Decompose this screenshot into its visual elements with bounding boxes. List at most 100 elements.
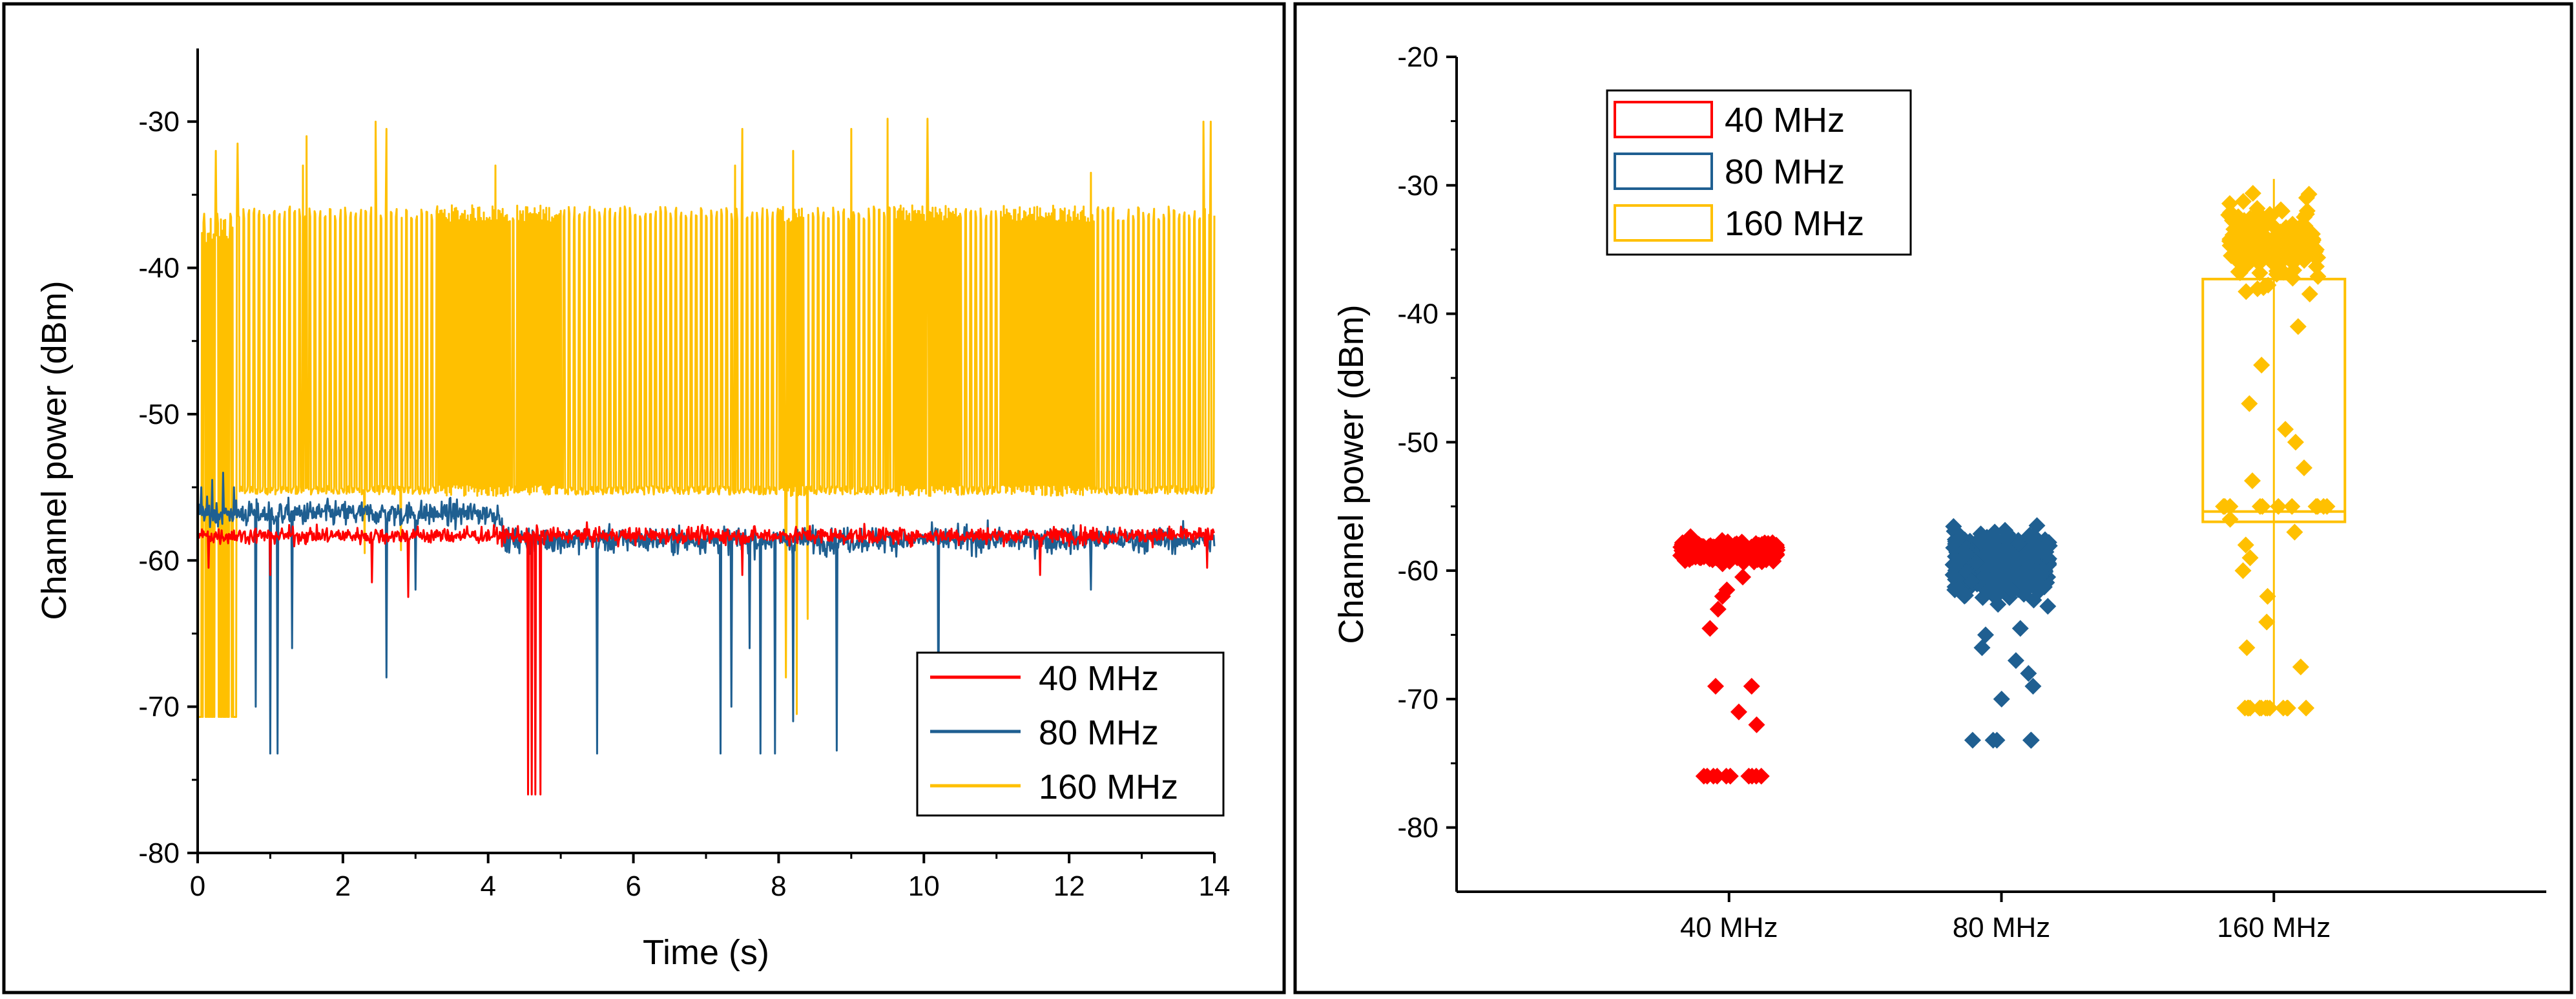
left-x-tick-label: 2: [335, 870, 351, 902]
scatter-point: [2230, 208, 2247, 226]
left-plot-area: [196, 118, 1216, 795]
scatter-point: [2286, 523, 2303, 541]
scatter-point: [2251, 699, 2269, 717]
scatter-point: [2318, 498, 2336, 515]
right-legend-swatch-160: [1614, 204, 1713, 242]
scatter-point: [2039, 598, 2057, 615]
right-y-tick-label: -60: [1397, 555, 1439, 587]
right-panel: -80 -70 -60 -50 -40 -30 -20 40 MHz 80 MHz 160 MH…: [1332, 41, 2546, 943]
scatter-point: [2259, 210, 2277, 227]
scatter-point: [1993, 690, 2010, 708]
scatter-point: [1692, 542, 1710, 559]
scatter-point: [2221, 498, 2239, 515]
scatter-point: [2287, 252, 2304, 269]
scatter-point: [2270, 498, 2287, 515]
scatter-point: [2011, 620, 2029, 637]
scatter-point: [1701, 620, 1719, 637]
scatter-point: [1718, 581, 1736, 598]
series-40mhz-line: [197, 521, 1216, 795]
scatter-point: [1704, 551, 1721, 569]
scatter-point: [1734, 569, 1752, 586]
scatter-point: [1707, 677, 1724, 695]
left-x-ticks: 0 2 4 6 8 10 12 14: [190, 853, 1230, 902]
left-y-axis-title: Channel power (dBm): [35, 280, 74, 620]
left-legend-label-80: 80 MHz: [1039, 713, 1159, 752]
box-group-2: [2201, 178, 2347, 717]
right-x-tick-label: 40 MHz: [1680, 912, 1778, 943]
left-x-tick-label: 4: [480, 870, 495, 902]
scatter-point: [2298, 699, 2315, 717]
left-x-tick-label: 10: [908, 870, 940, 902]
right-y-tick-label: -40: [1397, 299, 1439, 330]
right-legend-label-40: 40 MHz: [1725, 101, 1845, 140]
right-legend: 40 MHz 80 MHz 160 MHz: [1606, 89, 1912, 256]
scatter-point: [1968, 554, 1985, 571]
box-group-0: [1672, 528, 1786, 785]
scatter-point: [1766, 540, 1783, 557]
scatter-point: [2253, 357, 2270, 374]
scatter-point: [2022, 731, 2040, 749]
scatter-point: [2244, 472, 2261, 489]
right-legend-swatch-40: [1614, 101, 1713, 138]
scatter-point: [1743, 677, 1760, 695]
scatter-point: [2021, 527, 2039, 544]
scatter-point: [2274, 699, 2292, 717]
scatter-point: [2241, 395, 2258, 412]
scatter-point: [2244, 185, 2261, 202]
series-80mhz-line: [196, 472, 1216, 755]
scatter-point: [1990, 579, 2008, 596]
right-y-tick-label: -50: [1397, 426, 1439, 458]
scatter-point: [2031, 568, 2048, 585]
scatter-point: [1765, 552, 1782, 570]
scatter-point: [2230, 263, 2247, 280]
scatter-point: [1755, 540, 1772, 558]
left-y-tick-label: -30: [138, 106, 180, 138]
scatter-point: [1963, 573, 1980, 590]
left-y-tick-label: -80: [138, 837, 180, 869]
scatter-point: [2254, 498, 2271, 515]
scatter-point: [2257, 229, 2274, 247]
scatter-point: [2234, 193, 2252, 210]
scatter-point: [2221, 510, 2239, 528]
scatter-point: [1698, 768, 1716, 785]
scatter-point: [1709, 600, 1727, 618]
right-y-tick-label: -30: [1397, 170, 1439, 202]
right-panel-frame: [1293, 2, 2573, 994]
scatter-point: [2270, 249, 2288, 267]
scatter-point: [2292, 658, 2309, 676]
left-x-tick-label: 6: [625, 870, 641, 902]
right-y-tick-label: -70: [1397, 684, 1439, 715]
scatter-point: [2241, 549, 2259, 567]
scatter-point: [1964, 731, 1981, 749]
left-legend-box: [916, 651, 1225, 817]
scatter-point: [1973, 639, 1991, 657]
right-legend-swatch-80: [1614, 152, 1713, 190]
left-x-tick-label: 12: [1054, 870, 1085, 902]
series-160mhz-line: [196, 118, 1216, 718]
scatter-point: [2298, 205, 2315, 223]
left-legend: 40 MHz 80 MHz 160 MHz: [916, 651, 1225, 817]
scatter-point: [2301, 285, 2318, 302]
scatter-point: [1721, 768, 1739, 785]
scatter-point: [1715, 540, 1732, 557]
left-y-tick-label: -50: [138, 399, 180, 430]
scatter-point: [2309, 268, 2327, 285]
scatter-point: [1989, 596, 2007, 613]
scatter-point: [1977, 626, 1994, 644]
scatter-point: [1947, 533, 1964, 551]
scatter-point: [2258, 613, 2276, 631]
left-legend-label-40: 40 MHz: [1039, 659, 1159, 698]
scatter-point: [2002, 544, 2020, 562]
scatter-point: [1730, 703, 1747, 720]
scatter-point: [1997, 567, 2015, 585]
left-y-tick-label: -60: [138, 545, 180, 576]
scatter-point: [2024, 677, 2042, 695]
scatter-point: [1709, 768, 1726, 785]
right-plot-area: [1672, 178, 2347, 785]
right-legend-label-80: 80 MHz: [1725, 152, 1845, 191]
scatter-point: [2307, 498, 2325, 515]
right-y-tick-label: -80: [1397, 812, 1439, 844]
scatter-point: [1988, 731, 2006, 749]
